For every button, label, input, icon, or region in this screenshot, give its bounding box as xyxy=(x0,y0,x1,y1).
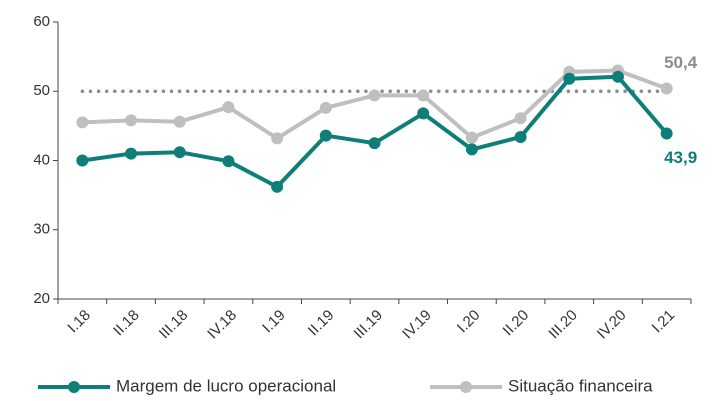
data-point xyxy=(173,115,186,128)
x-tick-label: II.19 xyxy=(305,307,338,340)
x-tick-label: II.20 xyxy=(500,307,533,340)
data-point xyxy=(173,146,186,159)
data-point xyxy=(465,143,478,156)
data-point xyxy=(125,114,138,127)
data-point xyxy=(76,116,89,129)
data-point xyxy=(660,82,673,95)
x-tick-label: II.18 xyxy=(110,307,143,340)
y-tick-label: 50 xyxy=(33,82,50,99)
x-tick-label: I.20 xyxy=(454,307,484,337)
legend-marker xyxy=(68,381,80,393)
x-tick-label: I.18 xyxy=(64,307,94,337)
series-line xyxy=(82,68,668,141)
x-tick-label: I.19 xyxy=(259,307,289,337)
data-point xyxy=(271,132,284,145)
x-tick-label: IV.18 xyxy=(204,307,240,343)
data-label: 50,4 xyxy=(664,53,698,72)
data-point xyxy=(611,70,624,83)
x-tick-label: III.18 xyxy=(156,307,192,343)
x-tick-label: IV.20 xyxy=(594,307,630,343)
data-point xyxy=(417,107,430,120)
y-tick-label: 40 xyxy=(33,151,50,168)
x-tick-label: III.20 xyxy=(545,307,581,343)
y-tick-label: 60 xyxy=(33,13,50,30)
y-tick-label: 30 xyxy=(33,221,50,238)
x-tick-label: III.19 xyxy=(351,307,387,343)
legend-marker xyxy=(460,381,472,393)
data-point xyxy=(222,101,235,114)
data-point xyxy=(417,89,430,102)
data-point xyxy=(319,129,332,142)
data-point xyxy=(271,180,284,193)
data-point xyxy=(514,130,527,143)
data-label: 43,9 xyxy=(664,148,697,167)
data-point xyxy=(125,147,138,160)
legend-label: Margem de lucro operacional xyxy=(116,376,336,395)
data-point xyxy=(222,155,235,168)
legend-label: Situação financeira xyxy=(508,376,653,395)
data-point xyxy=(368,137,381,150)
data-point xyxy=(465,131,478,144)
data-point xyxy=(563,72,576,85)
data-point xyxy=(319,101,332,114)
x-tick-label: IV.19 xyxy=(399,307,435,343)
data-point xyxy=(368,89,381,102)
x-tick-label: I.21 xyxy=(649,307,679,337)
y-tick-label: 20 xyxy=(33,290,50,307)
data-point xyxy=(76,154,89,167)
data-point xyxy=(660,127,673,140)
data-point xyxy=(514,112,527,125)
